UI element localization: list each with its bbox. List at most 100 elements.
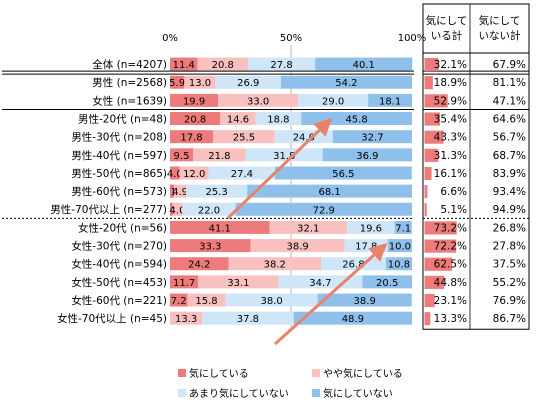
data-label: 18.8 — [267, 115, 289, 126]
x-tick-label: 50% — [280, 33, 302, 44]
bar-segment — [247, 184, 412, 198]
bar-segment — [170, 93, 219, 107]
bar-segment — [185, 184, 248, 198]
bar-segment — [332, 130, 412, 144]
summary-care-value: 18.9% — [434, 77, 467, 89]
bar-segment — [215, 75, 281, 89]
bar-segment — [213, 130, 275, 144]
summary-care-value: 35.4% — [434, 113, 467, 125]
data-label: 33.3 — [199, 242, 221, 253]
category-label: 全体 (n=4207) — [92, 58, 167, 71]
data-label: 72.9 — [313, 205, 335, 216]
summary-not-value: 93.4% — [493, 186, 526, 198]
bar-segment — [170, 239, 251, 253]
legend-swatch — [312, 389, 320, 397]
bar-segment — [368, 93, 412, 107]
data-label: 33.1 — [227, 278, 249, 289]
bar-segment — [198, 275, 279, 289]
summary-header-not: 気にして — [479, 14, 521, 27]
data-label: 38.9 — [354, 296, 376, 307]
data-label: 54.2 — [335, 78, 357, 89]
category-label: 女性-30代 (n=270) — [71, 240, 167, 253]
data-label: 29.0 — [322, 96, 344, 107]
data-label: 27.4 — [231, 169, 253, 180]
category-label: 女性-70代以上 (n=45) — [57, 312, 167, 325]
bar-segment — [298, 93, 369, 107]
bar-segment — [192, 148, 246, 162]
summary-care-bar — [424, 76, 433, 90]
summary-not-value: 37.5% — [493, 259, 526, 271]
data-label: 14.6 — [227, 115, 249, 126]
bar-segment — [220, 112, 256, 126]
data-label: 13.3 — [175, 314, 197, 325]
category-label: 男性-30代 (n=208) — [71, 131, 167, 144]
category-label: 男性-20代 (n=48) — [78, 112, 167, 125]
legend-label: 気にしている — [189, 367, 249, 380]
category-label: 女性-40代 (n=594) — [71, 258, 167, 271]
bar-segment — [245, 148, 323, 162]
bar-segment — [387, 239, 412, 253]
summary-care-bar — [424, 130, 444, 144]
summary-care-value: 72.2% — [434, 241, 467, 253]
legend-label: やや気にしている — [323, 367, 403, 380]
data-label: 48.9 — [342, 314, 364, 325]
bar-segment — [225, 293, 318, 307]
bar-segment — [347, 220, 395, 234]
data-label: 13.0 — [189, 78, 211, 89]
bar-segment — [228, 257, 322, 271]
data-label: 21.8 — [208, 151, 230, 162]
data-label: 18.1 — [379, 96, 401, 107]
data-label: 20.8 — [184, 115, 206, 126]
summary-not-value: 55.2% — [493, 277, 526, 289]
category-label: 女性-60代 (n=221) — [71, 294, 167, 307]
summary-care-value: 44.8% — [434, 277, 467, 289]
summary-header-not: いない計 — [479, 29, 521, 42]
bar-segment — [247, 57, 316, 71]
data-label: 24.0 — [293, 133, 315, 144]
data-label: 34.7 — [309, 278, 331, 289]
summary-not-value: 26.8% — [493, 222, 526, 234]
category-label: 男性-50代 (n=865) — [71, 167, 167, 180]
category-label: 女性-50代 (n=453) — [71, 276, 167, 289]
data-label: 27.8 — [270, 60, 292, 71]
summary-not-value: 47.1% — [493, 95, 526, 107]
bar-segment — [269, 220, 348, 234]
data-label: 32.7 — [361, 133, 383, 144]
data-label: 26.8 — [342, 260, 364, 271]
category-label: 男性-60代 (n=573) — [71, 185, 167, 198]
bar-segment — [394, 220, 412, 234]
data-label: 4.9 — [172, 187, 188, 198]
bar-segment — [170, 184, 175, 198]
data-label: 36.9 — [356, 151, 378, 162]
bar-segment — [208, 166, 276, 180]
summary-not-value: 56.7% — [493, 132, 526, 144]
summary-care-bar — [424, 166, 432, 181]
data-label: 25.3 — [205, 187, 227, 198]
data-label: 12.0 — [183, 169, 205, 180]
legend-label: あまり気にしていない — [189, 387, 289, 400]
bar-segment — [362, 275, 412, 289]
data-label: 68.1 — [318, 187, 340, 198]
summary-care-value: 6.6% — [440, 186, 467, 198]
summary-care-value: 62.5% — [434, 259, 467, 271]
x-tick-label: 100% — [398, 33, 427, 44]
summary-care-bar — [424, 239, 457, 253]
summary-care-value: 52.9% — [434, 95, 467, 107]
legend-label: 気にしていない — [323, 387, 393, 400]
data-label: 45.8 — [345, 115, 367, 126]
data-label: 19.6 — [360, 223, 382, 234]
summary-not-value: 86.7% — [493, 313, 526, 325]
trend-arrow-male — [226, 117, 333, 220]
summary-care-bar — [424, 185, 428, 199]
data-label: 17.8 — [180, 133, 202, 144]
summary-header-care: いる計 — [431, 29, 463, 42]
data-label: 32.1 — [297, 223, 319, 234]
bar-segment — [170, 166, 180, 180]
summary-care-bar — [424, 257, 452, 271]
data-label: 38.9 — [287, 242, 309, 253]
data-label: 56.5 — [332, 169, 354, 180]
summary-care-bar — [424, 148, 439, 162]
summary-care-bar — [424, 293, 435, 308]
data-label: 31.8 — [273, 151, 295, 162]
